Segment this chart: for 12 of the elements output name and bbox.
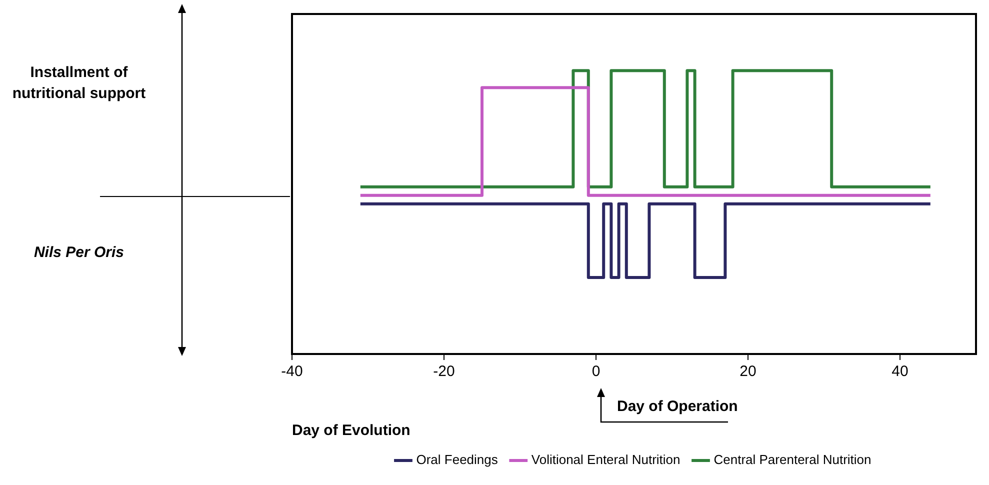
x-tick-label: 40 [892, 363, 908, 380]
legend-label: Volitional Enteral Nutrition [531, 452, 680, 468]
text: Day of Operation [617, 398, 738, 415]
x-tick-label: -20 [433, 363, 455, 380]
x-tick-label: -40 [281, 363, 303, 380]
legend-label: Central Parenteral Nutrition [714, 452, 872, 468]
text: Nils Per Oris [32, 243, 126, 263]
legend-label: Oral Feedings [416, 452, 498, 468]
text: Installment of nutritional support [11, 63, 147, 104]
x-tick-label: 0 [592, 363, 600, 380]
x-tick-label: 20 [740, 363, 756, 380]
x-axis-title: Day of Evolution [292, 422, 410, 440]
